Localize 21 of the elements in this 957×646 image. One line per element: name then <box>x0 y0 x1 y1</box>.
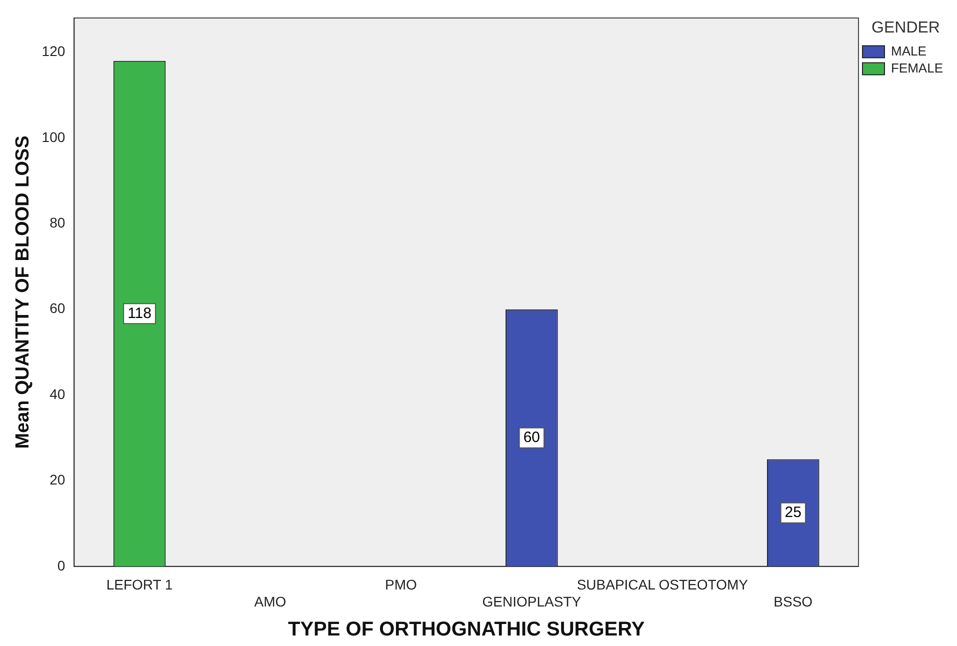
data-label: 118 <box>128 304 152 322</box>
x-tick-label: LEFORT 1 <box>106 576 173 593</box>
y-tick-label: 40 <box>50 386 66 402</box>
x-tick-label: GENIOPLASTY <box>482 593 582 610</box>
x-axis-title: TYPE OF ORTHOGNATHIC SURGERY <box>288 618 646 641</box>
y-axis-title: Mean QUANTITY OF BLOOD LOSS <box>12 136 34 449</box>
x-tick-label: AMO <box>254 593 286 610</box>
y-tick-label: 20 <box>50 472 66 488</box>
y-tick-label: 80 <box>50 214 66 231</box>
x-tick-label: PMO <box>385 576 418 593</box>
y-tick-label: 120 <box>42 43 66 60</box>
legend-title: GENDER <box>872 19 940 36</box>
x-tick-label: SUBAPICAL OSTEOTOMY <box>576 576 749 593</box>
y-tick-label: 100 <box>42 128 66 145</box>
data-label: 25 <box>784 504 802 521</box>
legend-label: MALE <box>890 43 927 58</box>
y-tick-label: 0 <box>57 557 66 574</box>
legend-label: FEMALE <box>890 60 944 76</box>
x-tick-label: BSSO <box>774 593 813 610</box>
data-label: 60 <box>523 429 540 446</box>
y-tick-label: 60 <box>50 300 66 316</box>
